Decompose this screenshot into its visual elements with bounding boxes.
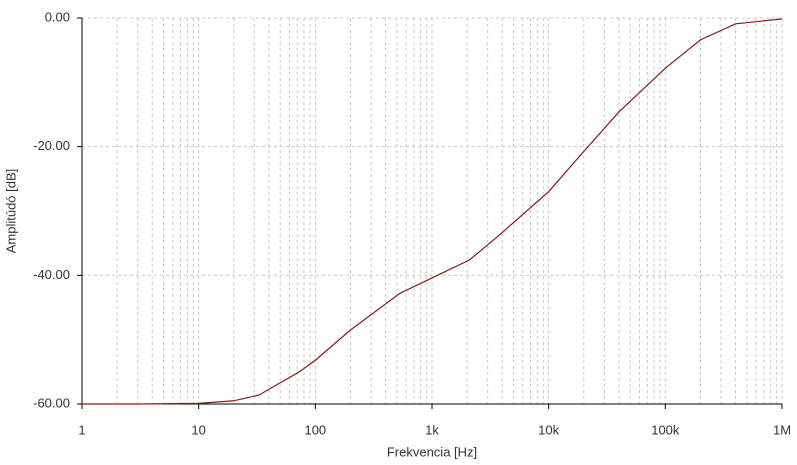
x-tick-label: 100k	[651, 422, 680, 437]
line-series	[82, 18, 783, 405]
y-axis-label: Amplitúdó [dB]	[3, 169, 18, 254]
x-tick-label: 10	[191, 422, 205, 437]
y-tick-label: -20.00	[33, 138, 70, 153]
x-tick-label: 1M	[773, 422, 791, 437]
y-tick-label: -60.00	[33, 395, 70, 410]
y-tick-label: -40.00	[33, 267, 70, 282]
x-tick-label: 1	[78, 422, 85, 437]
x-tick-label: 100	[304, 422, 326, 437]
x-tick-label: 10k	[538, 422, 559, 437]
x-tick-label: 1k	[425, 422, 439, 437]
y-tick-label: 0.00	[45, 9, 70, 24]
x-axis-label: Frekvencia [Hz]	[387, 444, 477, 459]
